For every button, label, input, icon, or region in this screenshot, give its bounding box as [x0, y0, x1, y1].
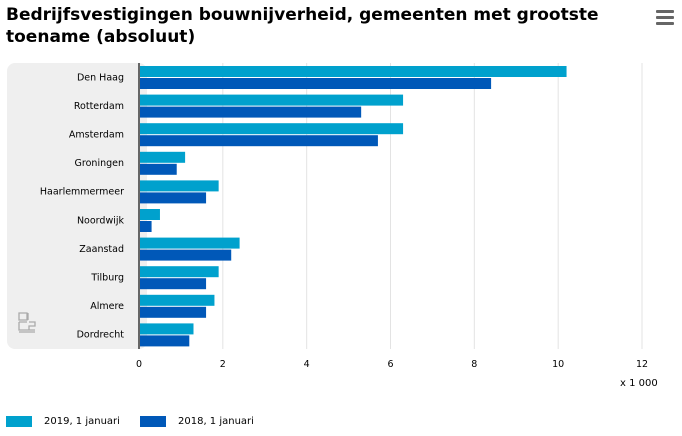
- x-tick-label: 6: [387, 359, 393, 370]
- bar-2019: [139, 294, 215, 306]
- legend-label: 2019, 1 januari: [44, 416, 120, 427]
- bar-2018: [139, 335, 190, 347]
- bar-2019: [139, 66, 567, 77]
- chart-title: Bedrijfsvestigingen bouwnijverheid, geme…: [6, 5, 599, 47]
- legend-label: 2018, 1 januari: [178, 416, 254, 427]
- category-label: Groningen: [75, 158, 124, 169]
- category-label: Zaanstad: [79, 244, 124, 255]
- x-axis-unit: x 1 000: [620, 378, 658, 389]
- legend-item-2018[interactable]: 2018, 1 januari: [140, 416, 274, 427]
- category-label: Rotterdam: [74, 101, 124, 112]
- bar-2018: [139, 163, 177, 175]
- legend: 2019, 1 januari 2018, 1 januari: [6, 416, 274, 427]
- legend-item-2019[interactable]: 2019, 1 januari: [6, 416, 140, 427]
- category-label: Tilburg: [90, 273, 124, 284]
- x-tick-label: 4: [304, 359, 310, 370]
- category-label: Amsterdam: [69, 130, 124, 141]
- bar-2019: [139, 323, 194, 335]
- bar-2018: [139, 306, 207, 318]
- bar-2018: [139, 135, 378, 147]
- bar-2018: [139, 78, 492, 89]
- bar-2018: [139, 106, 362, 118]
- category-label: Haarlemmermeer: [40, 187, 124, 198]
- x-tick-label: 10: [552, 359, 564, 370]
- bar-2019: [139, 180, 219, 192]
- hamburger-menu-icon[interactable]: [656, 10, 674, 26]
- bar-2019: [139, 209, 160, 220]
- category-panel: [7, 63, 147, 349]
- x-tick-label: 2: [220, 359, 226, 370]
- category-label: Almere: [90, 301, 124, 312]
- category-label: Den Haag: [77, 72, 124, 83]
- cbs-logo: [18, 312, 36, 333]
- category-label: Noordwijk: [77, 215, 125, 226]
- x-tick-label: 0: [136, 359, 142, 370]
- legend-swatch: [140, 416, 166, 427]
- x-tick-label: 8: [471, 359, 477, 370]
- bar-2018: [139, 278, 207, 290]
- bar-2019: [139, 266, 219, 278]
- bar-2018: [139, 192, 207, 204]
- bar-2019: [139, 94, 404, 106]
- x-tick-label: 12: [636, 359, 648, 370]
- bar-2019: [139, 151, 186, 163]
- bar-2018: [139, 221, 152, 232]
- bar-2018: [139, 249, 232, 261]
- legend-swatch: [6, 416, 32, 427]
- bar-2019: [139, 123, 404, 135]
- bar-2019: [139, 237, 240, 249]
- category-label: Dordrecht: [77, 330, 125, 341]
